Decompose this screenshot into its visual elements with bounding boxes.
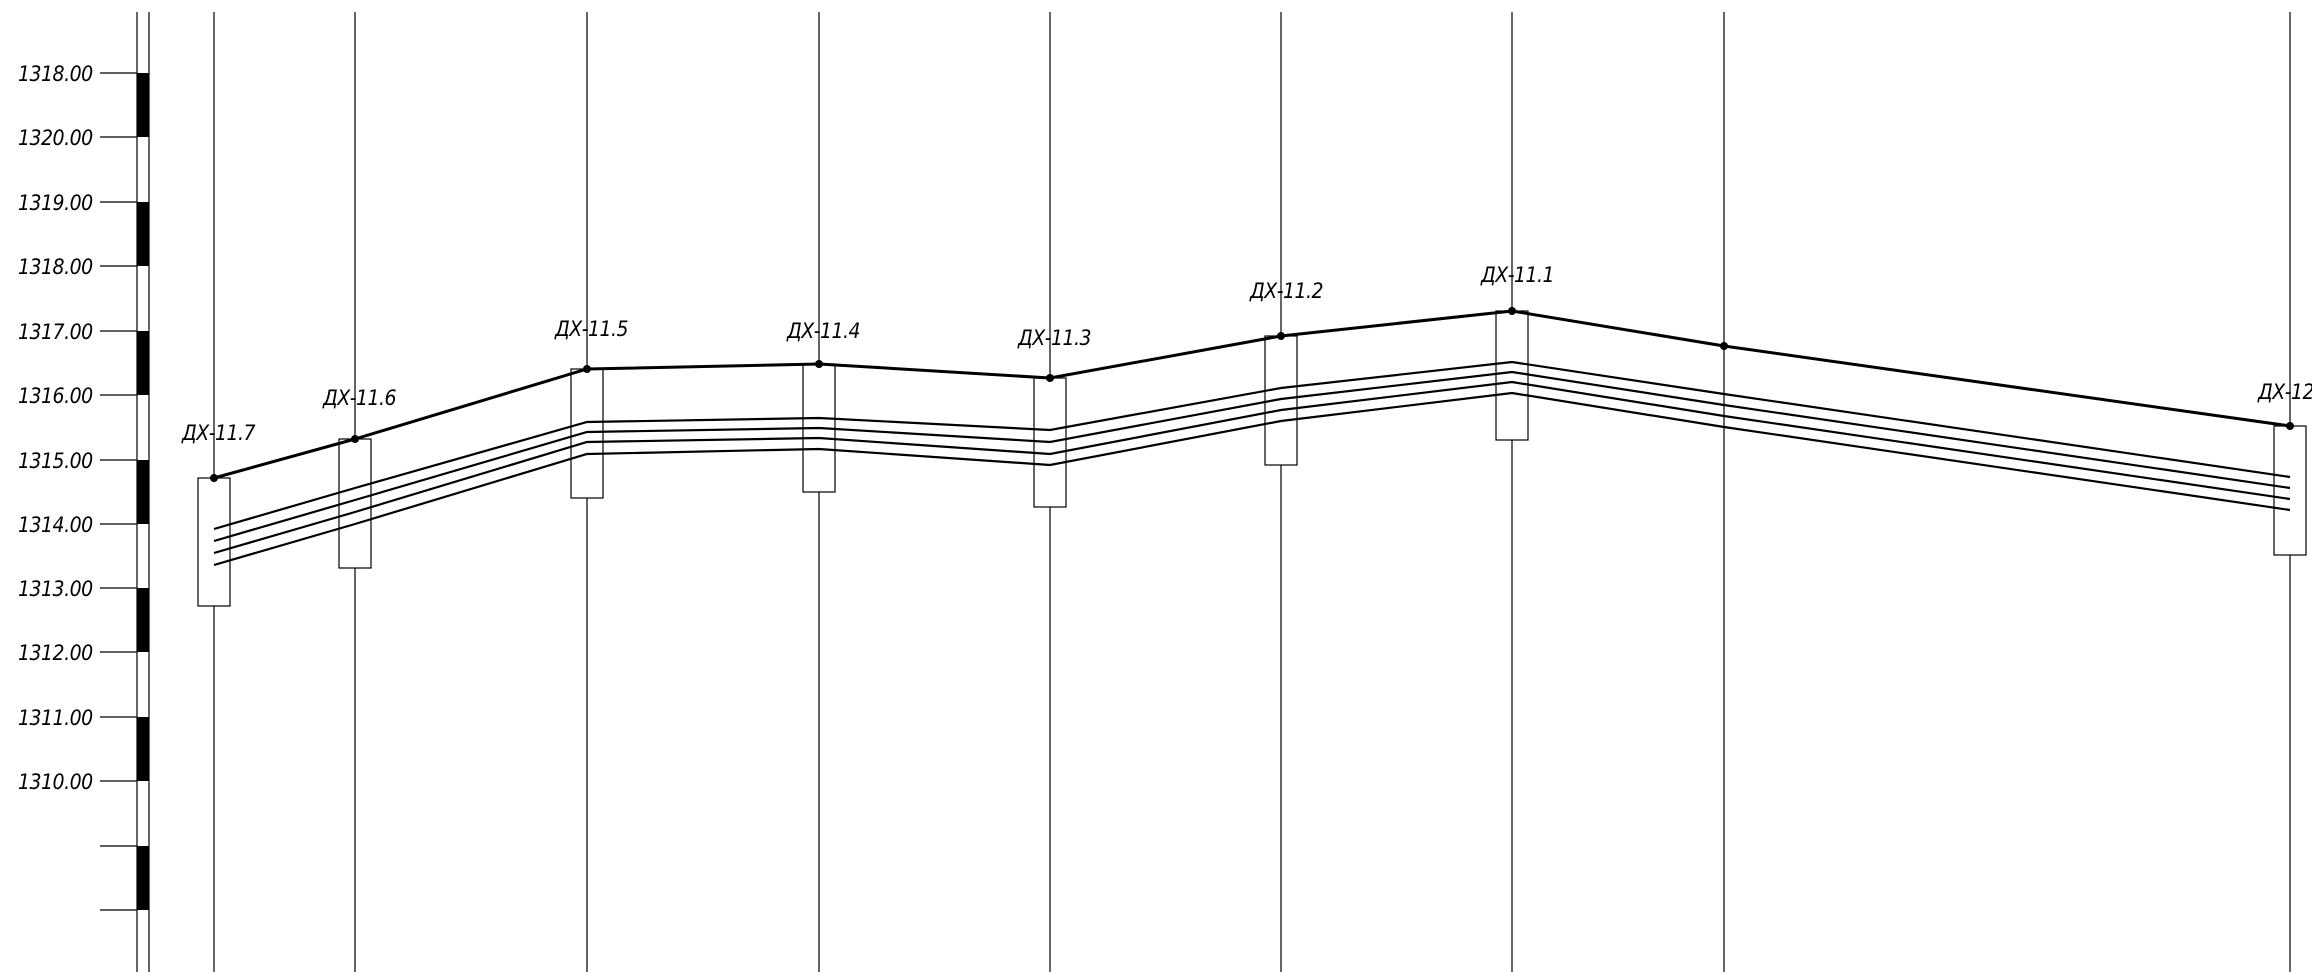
elevation-label: 1320.00 <box>18 126 93 150</box>
scale-ticks <box>100 72 137 911</box>
borehole <box>1495 310 1529 441</box>
scale-block <box>137 588 149 652</box>
survey-point <box>1277 332 1285 340</box>
well-label: ДХ-11.1 <box>1480 263 1554 287</box>
well-label: ДХ-11.3 <box>1017 326 1091 350</box>
well-label: ДХ-11.2 <box>1249 279 1323 303</box>
scale-block <box>137 846 149 910</box>
survey-point <box>815 360 823 368</box>
well-label: ДХ-11.7 <box>181 421 256 445</box>
layer-line <box>213 391 2291 567</box>
elevation-label: 1312.00 <box>18 641 93 665</box>
survey-point <box>1508 307 1516 315</box>
well-label: ДХ-11.6 <box>322 386 397 410</box>
scale-block <box>137 331 149 395</box>
survey-point <box>1046 374 1054 382</box>
elevation-label: 1314.00 <box>18 513 93 537</box>
well-labels: ДХ-11.7 ДХ-11.6 ДХ-11.5 ДХ-11.4 ДХ-11.3 … <box>181 263 2312 445</box>
borehole <box>2273 425 2307 556</box>
well-label: ДХ-12 <box>2257 380 2312 404</box>
layer-line <box>213 360 2291 531</box>
elevation-label: 1310.00 <box>18 770 93 794</box>
survey-point <box>583 365 591 373</box>
elevation-label: 1318.00 <box>18 62 93 86</box>
survey-point <box>351 435 359 443</box>
elevation-label: 1317.00 <box>18 320 93 344</box>
layer-line <box>213 380 2291 555</box>
elevation-label: 1318.00 <box>18 255 93 279</box>
scale-block <box>137 460 149 524</box>
elevation-label: 1311.00 <box>18 706 93 730</box>
elevation-scale: 1318.00 1320.00 1319.00 1318.00 1317.00 … <box>18 12 150 972</box>
station-lines <box>213 12 2291 972</box>
borehole <box>570 368 604 499</box>
scale-block <box>137 202 149 266</box>
elevation-label: 1313.00 <box>18 577 93 601</box>
layer-lines <box>213 360 2291 567</box>
layer-line <box>213 370 2291 543</box>
elevation-label: 1319.00 <box>18 191 93 215</box>
survey-points <box>210 307 2294 482</box>
well-label: ДХ-11.5 <box>554 317 628 341</box>
survey-point <box>210 474 218 482</box>
scale-block <box>137 73 149 137</box>
survey-point <box>1720 342 1728 350</box>
well-label: ДХ-11.4 <box>786 319 860 343</box>
elevation-label: 1315.00 <box>18 449 93 473</box>
borehole <box>197 477 231 607</box>
scale-block <box>137 717 149 781</box>
survey-point <box>2286 422 2294 430</box>
elevation-label: 1316.00 <box>18 384 93 408</box>
boreholes <box>197 310 2307 607</box>
